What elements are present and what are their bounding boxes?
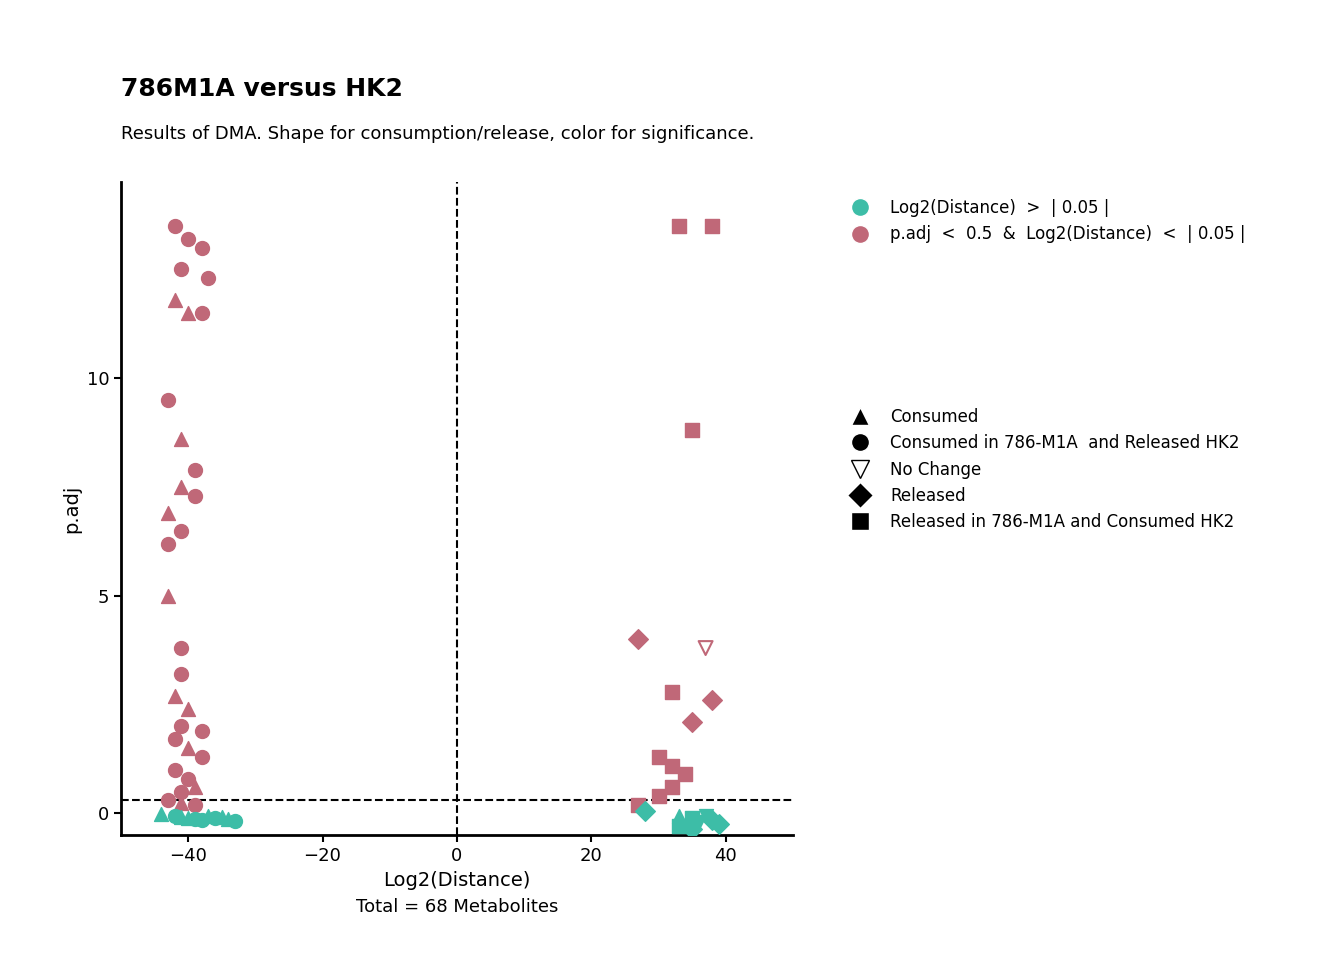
Point <box>191 723 212 738</box>
Point <box>668 218 689 233</box>
Point <box>184 462 206 477</box>
Point <box>708 817 730 832</box>
Point <box>177 702 199 717</box>
Point <box>177 231 199 247</box>
Point <box>224 813 246 828</box>
Point <box>177 305 199 321</box>
Point <box>157 536 179 551</box>
Point <box>171 784 192 800</box>
Point <box>702 812 723 828</box>
Point <box>171 523 192 539</box>
Point <box>157 793 179 808</box>
Point <box>204 810 226 826</box>
Point <box>661 780 683 795</box>
Point <box>628 632 649 647</box>
Point <box>157 506 179 521</box>
Text: 786M1A versus HK2: 786M1A versus HK2 <box>121 77 403 101</box>
Point <box>171 640 192 656</box>
Point <box>198 271 219 286</box>
Point <box>171 719 192 734</box>
Point <box>184 797 206 812</box>
Point <box>171 795 192 810</box>
Point <box>177 771 199 786</box>
Point <box>171 262 192 277</box>
Point <box>164 218 185 233</box>
Point <box>198 808 219 824</box>
Point <box>668 819 689 834</box>
Point <box>164 762 185 778</box>
Point <box>177 740 199 756</box>
Point <box>157 588 179 604</box>
Point <box>151 806 172 822</box>
Point <box>688 814 710 829</box>
Point <box>171 666 192 682</box>
Point <box>702 692 723 708</box>
Point <box>177 810 199 826</box>
Point <box>164 688 185 704</box>
Y-axis label: p.adj: p.adj <box>62 485 81 533</box>
Point <box>191 812 212 828</box>
Point <box>681 714 703 730</box>
Point <box>184 811 206 827</box>
Point <box>681 821 703 836</box>
Text: Results of DMA. Shape for consumption/release, color for significance.: Results of DMA. Shape for consumption/re… <box>121 125 754 143</box>
Point <box>648 749 669 764</box>
Point <box>191 240 212 255</box>
Point <box>211 809 233 825</box>
Point <box>157 393 179 408</box>
Point <box>702 218 723 233</box>
Point <box>661 684 683 699</box>
Point <box>164 808 185 824</box>
Point <box>634 804 656 819</box>
Point <box>191 749 212 764</box>
Point <box>668 808 689 824</box>
Point <box>171 479 192 494</box>
Point <box>628 797 649 812</box>
Point <box>675 767 696 782</box>
Point <box>218 811 239 827</box>
Legend: Consumed, Consumed in 786-M1A  and Released HK2, No Change, Released, Released i: Consumed, Consumed in 786-M1A and Releas… <box>835 399 1247 540</box>
Point <box>164 732 185 747</box>
X-axis label: Log2(Distance): Log2(Distance) <box>383 871 531 890</box>
Point <box>184 488 206 503</box>
Point <box>681 422 703 438</box>
Point <box>171 809 192 825</box>
Point <box>191 305 212 321</box>
Point <box>695 808 716 824</box>
Point <box>661 757 683 773</box>
Point <box>171 431 192 446</box>
Point <box>695 640 716 656</box>
Text: Total = 68 Metabolites: Total = 68 Metabolites <box>356 898 558 916</box>
Point <box>648 788 669 804</box>
Point <box>184 780 206 795</box>
Point <box>681 810 703 826</box>
Point <box>164 292 185 307</box>
